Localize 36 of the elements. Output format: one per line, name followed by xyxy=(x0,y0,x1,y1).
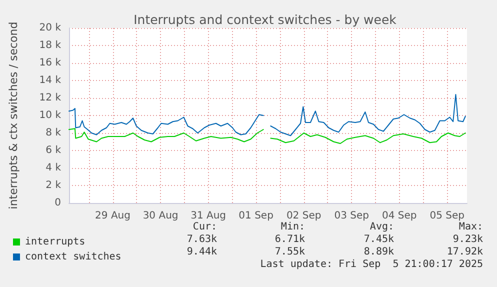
y-tick-label: 2 k xyxy=(46,180,62,191)
text: 17.92k xyxy=(446,246,483,258)
y-tick-label: 16 k xyxy=(39,58,62,68)
y-tick-label: 18 k xyxy=(39,40,62,51)
text: Min: xyxy=(280,222,306,232)
text: 6.71k xyxy=(274,234,306,245)
text: Last update: Fri Sep 5 21:00:17 2025 xyxy=(260,259,484,270)
text: Max: xyxy=(458,222,484,232)
x-tick-label: 30 Aug xyxy=(142,210,178,222)
text: 7.45k xyxy=(364,234,394,245)
text: 7.55k xyxy=(274,246,306,258)
y-tick-label: 12 k xyxy=(39,92,62,104)
y-tick-label: 14 k xyxy=(39,75,62,86)
text: 8.89k xyxy=(364,246,394,258)
x-tick-label: 02 Sep xyxy=(286,210,322,222)
x-tick-label: 03 Sep xyxy=(334,210,369,222)
y-tick-label: 0 xyxy=(54,198,61,208)
x-tick-label: 29 Aug xyxy=(95,210,130,222)
text: Avg: xyxy=(370,222,394,232)
y-tick-label: 20 k xyxy=(39,22,62,34)
x-tick-label: 05 Sep xyxy=(430,210,464,222)
x-tick-label: 01 Sep xyxy=(238,210,274,222)
y-tick-label: 6 k xyxy=(46,145,62,156)
legend-label: interrupts xyxy=(25,236,86,248)
legend-label: context switches xyxy=(25,252,122,262)
text: 9.23k xyxy=(452,234,484,245)
y-tick-label: 4 k xyxy=(46,162,62,174)
chart-title: Interrupts and context switches - by week xyxy=(134,12,398,27)
y-axis-title: interrupts & ctx switches / second xyxy=(7,22,20,210)
text: 7.63k xyxy=(186,234,218,245)
x-tick-label: 04 Sep xyxy=(382,210,417,222)
y-tick-label: 8 k xyxy=(46,128,62,138)
text: Cur: xyxy=(192,222,218,232)
x-tick-label: 31 Aug xyxy=(190,210,226,222)
y-tick-label: 10 k xyxy=(39,110,62,121)
text: 9.44k xyxy=(186,246,218,258)
